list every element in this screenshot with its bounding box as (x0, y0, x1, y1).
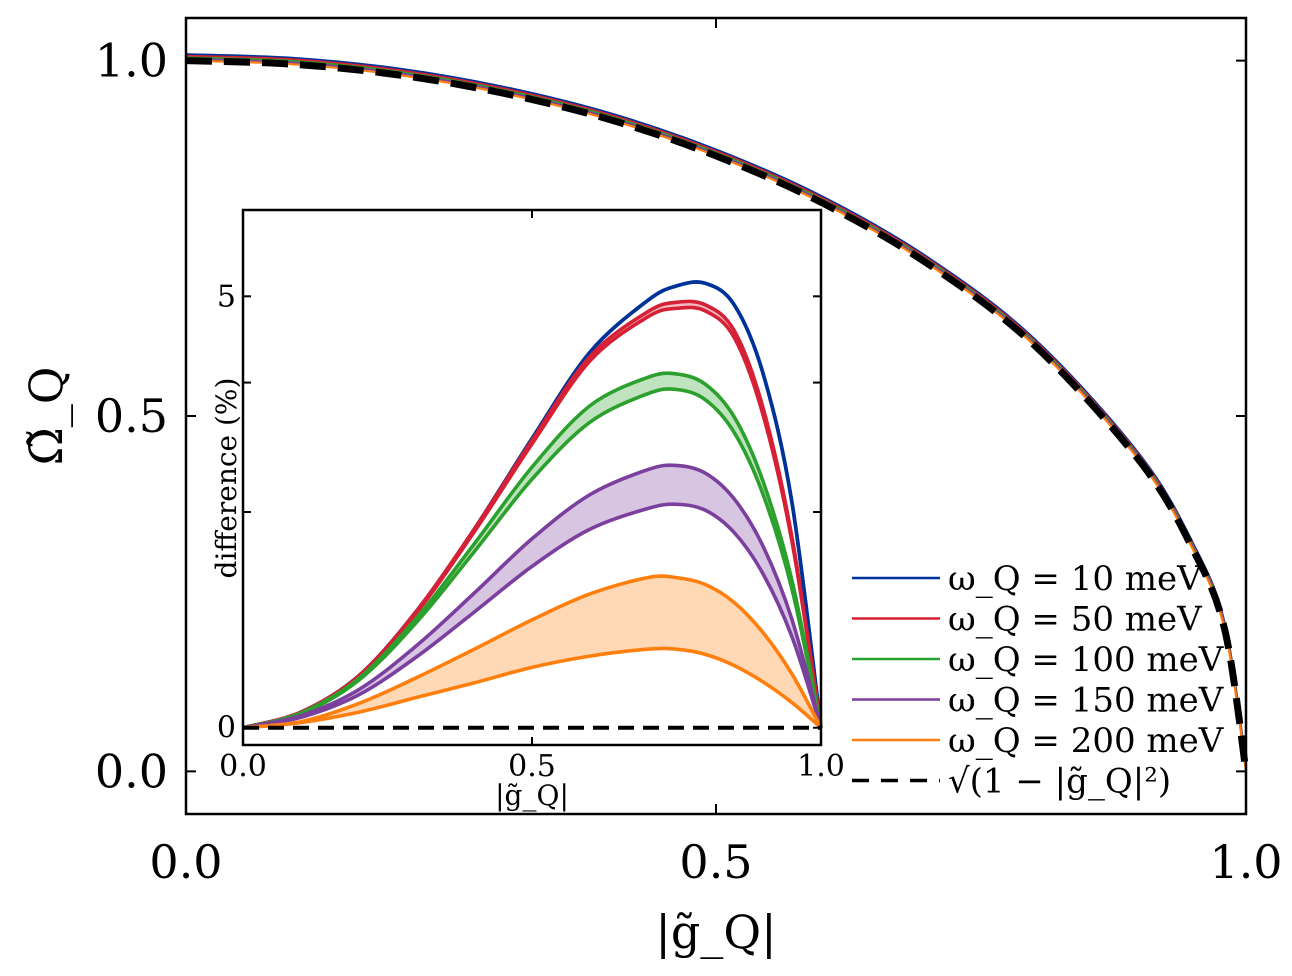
legend-label-4: ω_Q = 200 meV (948, 721, 1225, 761)
main-y-tick-label: 0.0 (95, 744, 168, 798)
inset-upper-line-1 (242, 299, 823, 730)
legend-label-5: √(1 − |g̃_Q|²) (948, 762, 1171, 802)
legend-label-0: ω_Q = 10 meV (948, 559, 1203, 599)
main-y-tick-label: 0.5 (95, 389, 168, 443)
main-y-tick-label: 1.0 (95, 34, 168, 88)
inset-y-tick-label: 0 (217, 711, 236, 746)
inset-upper-line-3 (242, 463, 823, 730)
main-x-tick-label: 0.0 (149, 835, 222, 889)
inset-band-4 (243, 576, 821, 728)
inset-lower-line-3 (242, 502, 823, 730)
main-y-axis-label: Ω̃_Q (19, 367, 73, 466)
inset-x-tick-label: 1.0 (797, 749, 845, 784)
inset-y-tick-label: 5 (217, 279, 236, 314)
inset-plot: 0.0 0.5 1.0 0 5 |g̃_Q| difference (%) (210, 208, 845, 812)
main-x-tick-label: 0.5 (679, 835, 752, 889)
inset-x-tick-label: 0.5 (508, 749, 556, 784)
main-series-line-5 (185, 57, 1250, 772)
inset-lower-line-4 (242, 646, 823, 730)
legend-label-2: ω_Q = 100 meV (948, 640, 1225, 680)
inset-upper-line-4 (242, 574, 823, 730)
inset-ticks-group: 0.0 0.5 1.0 0 5 (217, 210, 845, 784)
main-x-axis-label: |g̃_Q| (655, 905, 776, 959)
main-plot: 0.0 0.5 1.0 0.0 0.5 1.0 |g̃_Q| Ω̃_Q (19, 16, 1283, 959)
main-ticks-group: 0.0 0.5 1.0 0.0 0.5 1.0 (95, 18, 1283, 889)
inset-upper-line-2 (242, 371, 823, 730)
legend-label-3: ω_Q = 150 meV (948, 681, 1225, 721)
main-x-tick-label: 1.0 (1209, 835, 1282, 889)
inset-x-axis-label: |g̃_Q| (495, 779, 569, 812)
inset-series-group (242, 280, 823, 730)
inset-x-tick-label: 0.0 (219, 749, 267, 784)
legend-label-1: ω_Q = 50 meV (948, 600, 1203, 640)
inset-y-axis-label: difference (%) (210, 378, 243, 579)
main-series-group (185, 53, 1250, 772)
